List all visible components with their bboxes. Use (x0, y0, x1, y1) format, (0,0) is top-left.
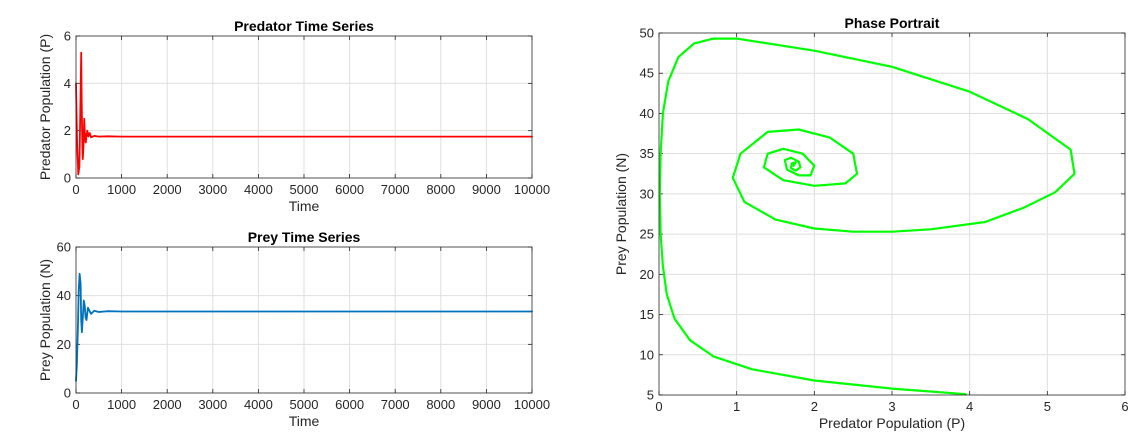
series-line (658, 37, 1076, 396)
x-tick-label: 3000 (198, 397, 227, 412)
y-tick-label: 0 (64, 171, 71, 186)
y-tick-label: 10 (640, 347, 654, 362)
x-tick-label: 0 (72, 182, 79, 197)
predator-time-series-axes: 0 1000 2000 3000 4000 5000 6000 7000 8000 9000 100… (37, 18, 550, 214)
plot-frame (75, 246, 533, 394)
y-tick-label: 5 (647, 388, 654, 403)
y-tick-label: 35 (640, 146, 654, 161)
x-tick-label: 2000 (153, 397, 182, 412)
y-tick-label: 4 (64, 76, 71, 91)
x-axis-label: Time (289, 198, 320, 214)
y-axis-label: Prey Population (N) (37, 259, 53, 381)
x-tick-label: 5 (1044, 399, 1051, 414)
x-tick-label: 4000 (244, 397, 273, 412)
x-axis-label: Predator Population (P) (819, 415, 965, 431)
x-tick-label: 3000 (198, 182, 227, 197)
x-tick-label: 6 (1121, 399, 1128, 414)
chart-title: Prey Time Series (248, 229, 361, 245)
chart-title: Predator Time Series (234, 18, 374, 34)
y-tick-label: 6 (64, 29, 71, 44)
x-tick-label: 2 (811, 399, 818, 414)
x-tick-label: 7000 (381, 397, 410, 412)
y-axis-label: Prey Population (N) (613, 153, 629, 275)
y-tick-label: 20 (640, 267, 654, 282)
prey-time-series-axes: 0 1000 2000 3000 4000 5000 6000 7000 8000 9000 100… (37, 229, 550, 429)
x-tick-label: 10000 (514, 397, 550, 412)
x-tick-label: 8000 (426, 397, 455, 412)
x-tick-label: 1000 (107, 397, 136, 412)
x-tick-label: 3 (888, 399, 895, 414)
x-tick-label: 4000 (244, 182, 273, 197)
x-tick-label: 5000 (290, 397, 319, 412)
y-tick-label: 40 (640, 106, 654, 121)
x-tick-label: 5000 (290, 182, 319, 197)
x-tick-label: 7000 (381, 182, 410, 197)
y-tick-label: 0 (64, 386, 71, 401)
plot-frame (75, 35, 533, 179)
y-axis-label: Predator Population (P) (37, 34, 53, 180)
series-line (75, 51, 533, 176)
x-tick-label: 6000 (335, 397, 364, 412)
y-tick-label: 2 (64, 123, 71, 138)
plot-frame (658, 32, 1126, 396)
y-tick-label: 15 (640, 307, 654, 322)
x-tick-label: 0 (72, 397, 79, 412)
x-tick-label: 0 (655, 399, 662, 414)
y-tick-label: 25 (640, 227, 654, 242)
x-tick-label: 1 (733, 399, 740, 414)
y-tick-label: 30 (640, 186, 654, 201)
chart-title: Phase Portrait (845, 15, 940, 31)
y-tick-label: 45 (640, 66, 654, 81)
x-tick-label: 8000 (426, 182, 455, 197)
x-tick-label: 1000 (107, 182, 136, 197)
x-tick-label: 9000 (472, 397, 501, 412)
series-line (75, 272, 533, 382)
x-tick-label: 4 (966, 399, 973, 414)
x-tick-label: 6000 (335, 182, 364, 197)
y-tick-label: 50 (640, 26, 654, 41)
x-tick-label: 9000 (472, 182, 501, 197)
y-tick-label: 60 (57, 240, 71, 255)
y-tick-label: 20 (57, 337, 71, 352)
y-tick-label: 40 (57, 288, 71, 303)
x-tick-label: 2000 (153, 182, 182, 197)
x-axis-label: Time (289, 413, 320, 429)
x-tick-label: 10000 (514, 182, 550, 197)
